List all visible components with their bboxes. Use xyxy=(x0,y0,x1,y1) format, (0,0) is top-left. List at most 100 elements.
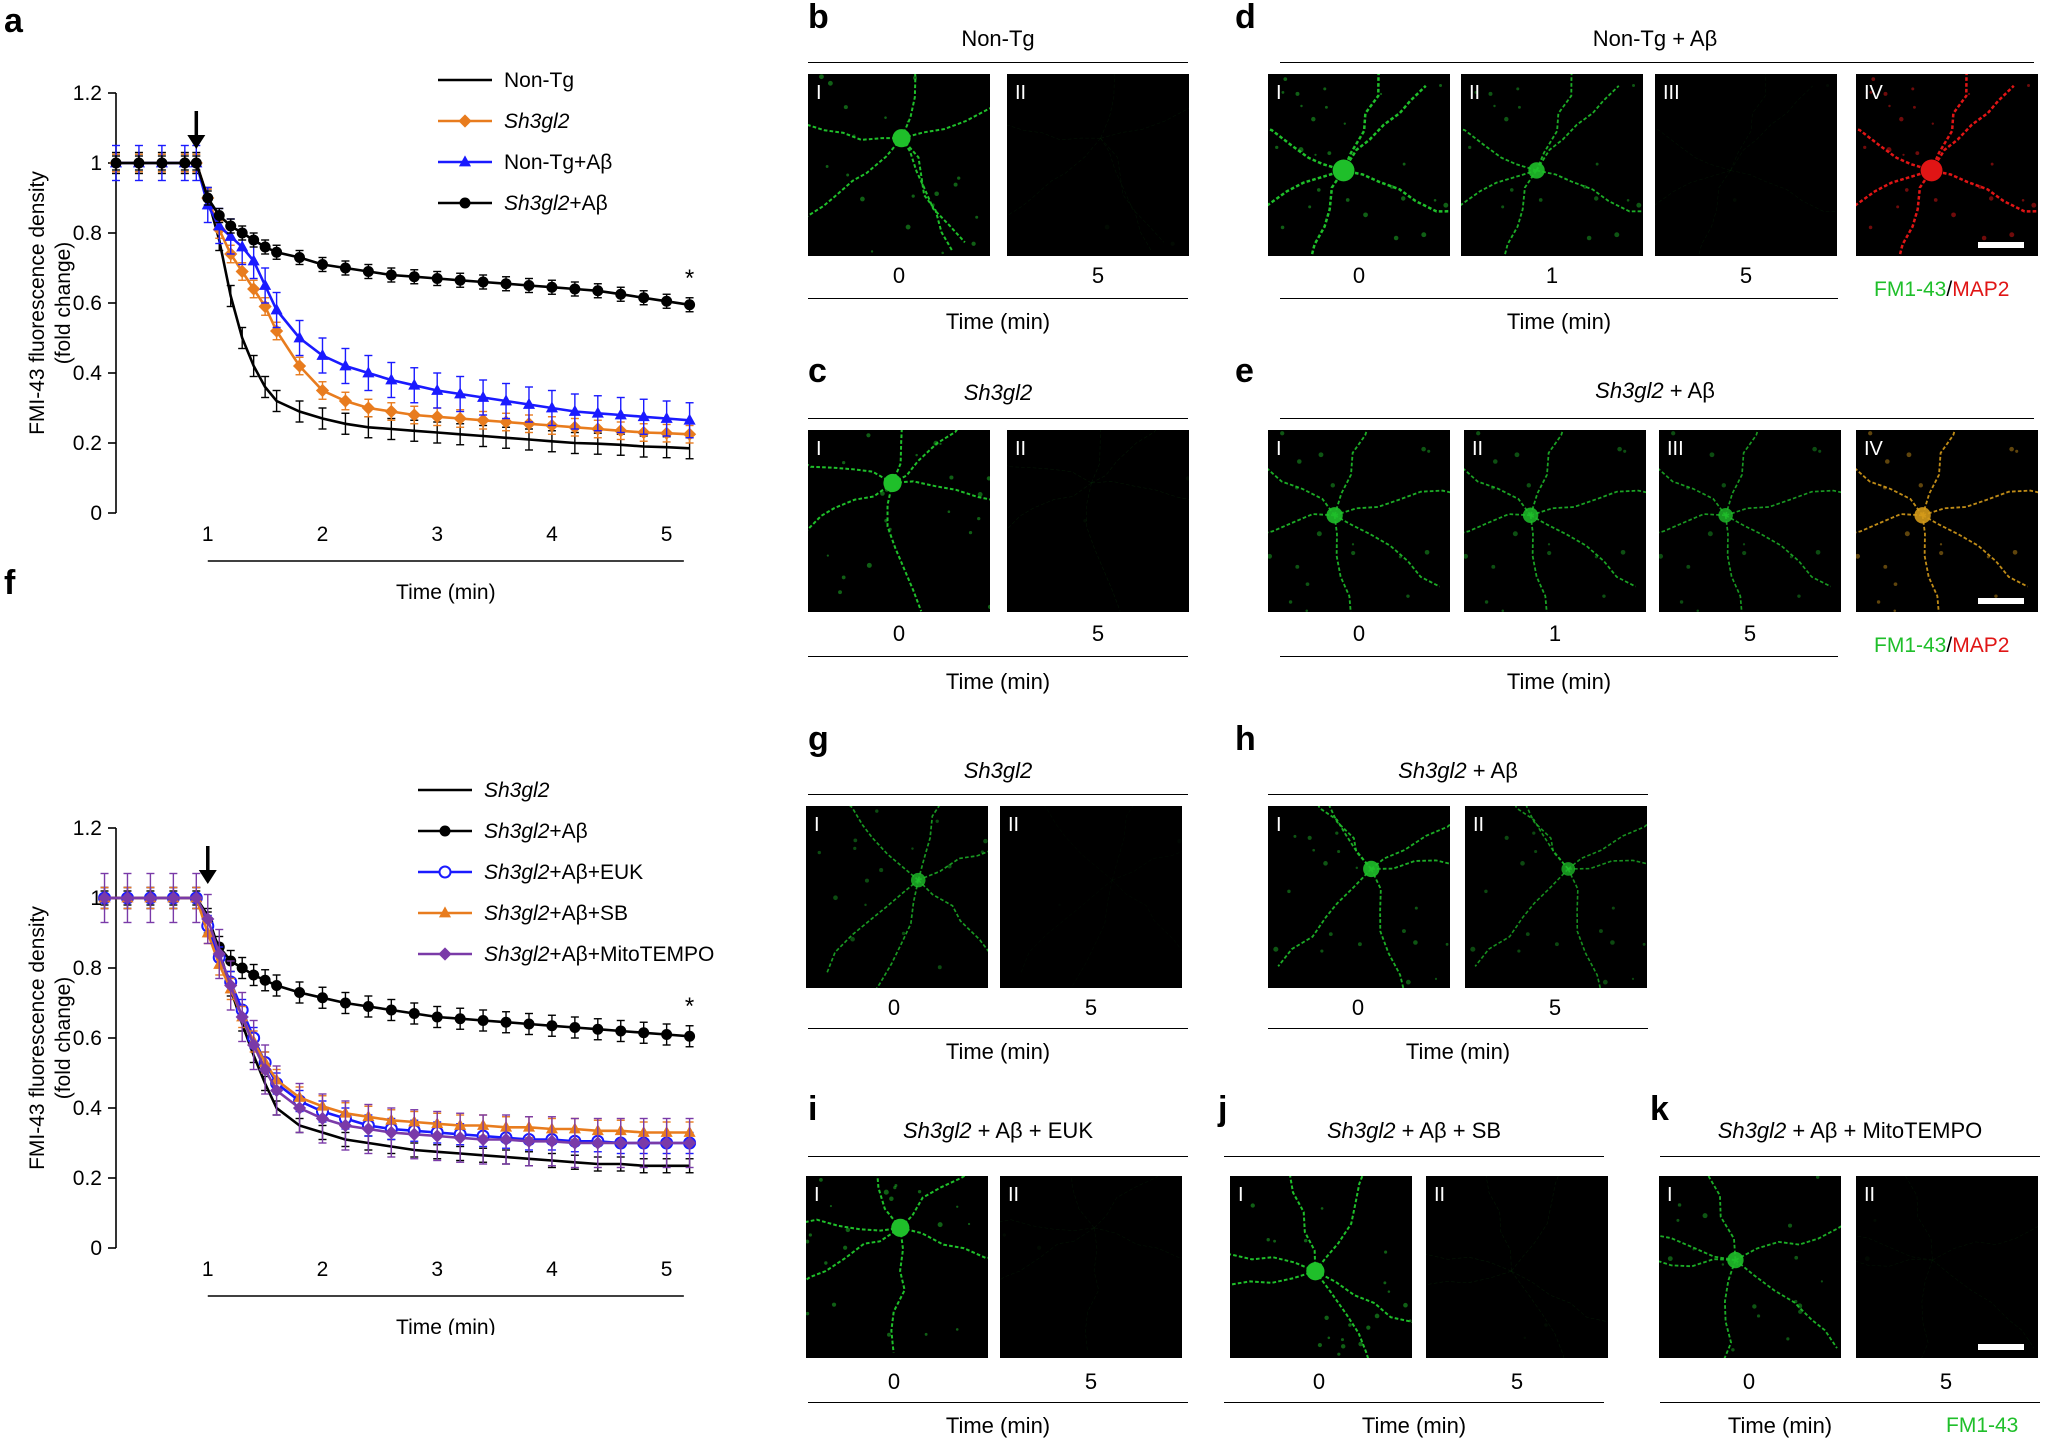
puncta xyxy=(1297,459,1302,464)
puncta xyxy=(845,1227,851,1233)
puncta xyxy=(1398,555,1402,559)
puncta xyxy=(1520,861,1525,866)
data-point xyxy=(591,406,604,418)
data-point xyxy=(294,987,306,998)
panel-h-title: Sh3gl2 + Aβ xyxy=(1268,758,1648,784)
neurite xyxy=(1930,74,1969,171)
neurite xyxy=(1007,138,1101,217)
micrograph-label: II xyxy=(1864,1184,1876,1206)
data-point xyxy=(361,401,375,415)
puncta xyxy=(1788,1223,1793,1228)
data-point xyxy=(546,1020,558,1032)
micrograph-b-I: I xyxy=(808,74,990,256)
panel-i-title-rest: + Aβ + EUK xyxy=(971,1118,1093,1143)
neurite xyxy=(1535,74,1573,171)
neurite xyxy=(1314,1270,1370,1358)
time-tick: 5 xyxy=(1084,1369,1098,1394)
data-point xyxy=(431,1011,443,1023)
puncta xyxy=(1873,1218,1877,1222)
puncta xyxy=(1547,543,1551,546)
soma xyxy=(1528,162,1545,179)
micrograph-g-II: II xyxy=(1000,806,1182,988)
panel-d-top-rule xyxy=(1280,62,2034,63)
puncta xyxy=(975,215,979,219)
puncta xyxy=(1883,91,1888,96)
puncta xyxy=(880,491,885,496)
data-point xyxy=(592,1023,604,1035)
puncta xyxy=(1324,105,1328,109)
data-point xyxy=(271,980,283,991)
puncta xyxy=(2027,83,2031,87)
neurite xyxy=(900,74,917,139)
neurite xyxy=(1655,170,1731,206)
time-tick: 0 xyxy=(1352,263,1366,288)
panel-i-bottom-rule xyxy=(808,1402,1188,1403)
neurite xyxy=(1921,1259,1933,1358)
puncta xyxy=(1509,188,1514,192)
micrograph-label: IV xyxy=(1864,438,1883,460)
puncta xyxy=(1383,1281,1387,1285)
puncta xyxy=(1330,483,1335,488)
data-point xyxy=(224,978,238,993)
puncta xyxy=(888,527,892,531)
puncta xyxy=(1868,431,1873,436)
panel-label-h: h xyxy=(1235,720,1256,758)
puncta xyxy=(1501,609,1505,612)
data-point xyxy=(545,401,558,413)
neurite xyxy=(806,1227,901,1282)
puncta xyxy=(853,846,857,851)
legend-entry: Sh3gl2+Aβ+SB xyxy=(484,902,628,925)
neurite xyxy=(1314,1176,1364,1272)
puncta xyxy=(1793,1299,1798,1304)
puncta xyxy=(1401,196,1406,201)
neurite xyxy=(1898,169,1933,256)
puncta xyxy=(971,241,976,246)
puncta xyxy=(1611,906,1615,910)
puncta xyxy=(1421,232,1427,238)
puncta xyxy=(1355,866,1359,870)
soma xyxy=(883,473,902,493)
puncta xyxy=(1883,564,1888,569)
puncta xyxy=(884,518,888,523)
puncta xyxy=(843,1245,848,1250)
neurite xyxy=(875,879,920,988)
data-point xyxy=(384,404,398,419)
time-tick: 0 xyxy=(887,995,901,1020)
puncta xyxy=(806,1239,810,1244)
data-point xyxy=(682,1136,697,1150)
data-point xyxy=(684,299,696,311)
neurite xyxy=(917,850,988,881)
panel-label-d: d xyxy=(1235,0,1256,36)
data-point xyxy=(259,241,271,253)
puncta xyxy=(1341,1344,1346,1349)
neurite xyxy=(1464,468,1532,516)
time-tick: 5 xyxy=(1939,1369,1953,1394)
puncta xyxy=(1702,1213,1708,1219)
puncta xyxy=(1667,1256,1673,1262)
puncta xyxy=(864,903,867,907)
significance-asterisk: * xyxy=(685,993,694,1020)
soma xyxy=(1914,507,1931,524)
puncta xyxy=(1876,600,1881,604)
data-point xyxy=(458,114,472,128)
panel-k-title: Sh3gl2 + Aβ + MitoTEMPO xyxy=(1660,1118,2040,1144)
panel-g-title-text: Sh3gl2 xyxy=(963,758,1033,783)
puncta xyxy=(1275,145,1279,149)
micrograph-e-IV: IV xyxy=(1856,430,2038,612)
micrograph-d-IV: IV xyxy=(1856,74,2038,256)
soma xyxy=(910,872,926,888)
puncta xyxy=(1295,91,1300,96)
puncta xyxy=(1268,553,1273,559)
puncta xyxy=(1632,83,1636,87)
neurite xyxy=(917,806,941,881)
puncta xyxy=(1468,145,1472,149)
puncta xyxy=(1317,1343,1322,1348)
neurite xyxy=(1529,430,1564,516)
puncta xyxy=(1351,543,1355,546)
puncta xyxy=(1871,77,1876,81)
panel-k-time-label: Time (min) xyxy=(1727,1413,1833,1438)
data-point xyxy=(522,417,536,431)
neurite xyxy=(1007,124,1101,141)
puncta xyxy=(911,847,914,850)
time-tick: 0 xyxy=(1742,1369,1756,1394)
